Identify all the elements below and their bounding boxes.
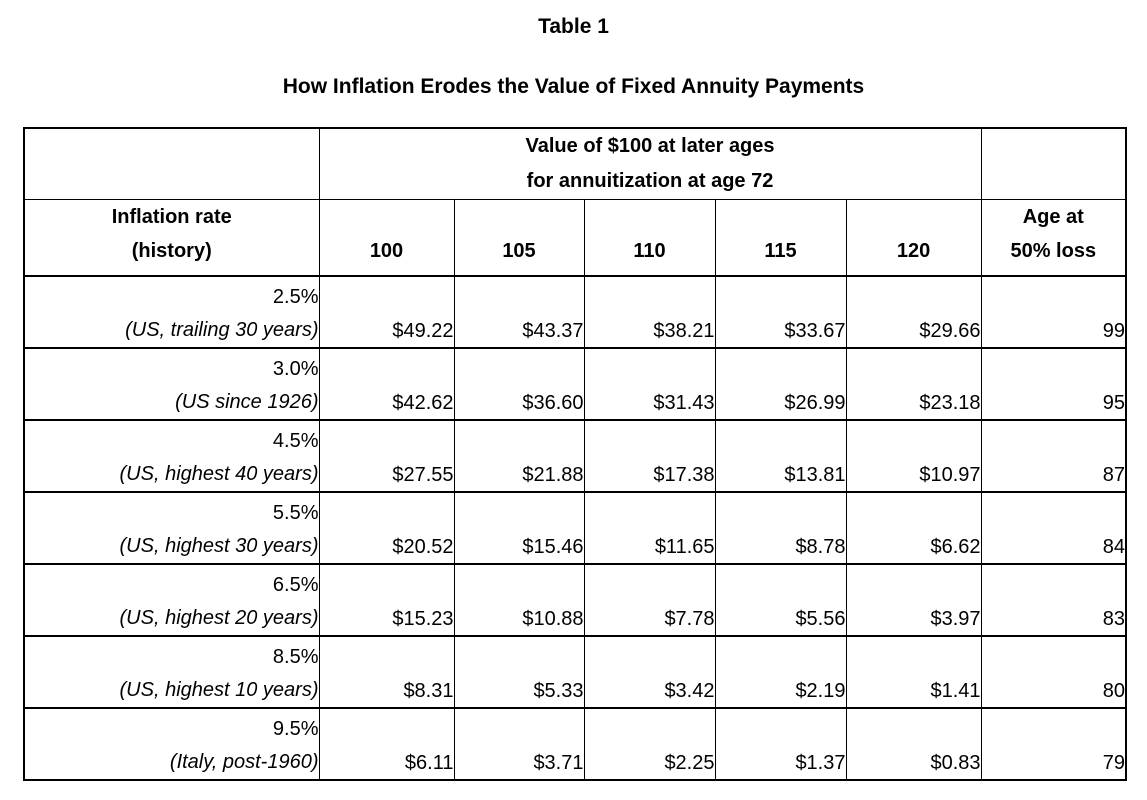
value-cell: $1.41 [845,636,982,708]
age-column-header-115: 115 [714,199,847,276]
age-at-50-loss-cell: 99 [980,276,1127,348]
value-cell: $15.23 [318,564,455,636]
inflation-rate: 9.5% [272,718,319,740]
value-cell: $26.99 [714,348,847,420]
value-cell: $2.19 [714,636,847,708]
inflation-rate: 3.0% [272,358,319,380]
row-label-cell: 9.5% (Italy, post-1960) [23,708,320,780]
value-cell: $29.66 [845,276,982,348]
inflation-rate: 8.5% [272,646,319,668]
value-cell: $15.46 [453,492,585,564]
value-cell: $3.97 [845,564,982,636]
table-row: 4.5% (US, highest 40 years) $27.55 $21.8… [23,420,1127,492]
inflation-rate: 5.5% [272,502,319,524]
inflation-history: (US, highest 40 years) [119,463,319,485]
inflation-rate-header-line2: (history) [131,240,212,262]
value-cell: $20.52 [318,492,455,564]
row-label-cell: 6.5% (US, highest 20 years) [23,564,320,636]
value-cell: $31.43 [583,348,716,420]
column-header-row: Inflation rate (history) 100 105 110 115… [23,199,1127,276]
table-row: 6.5% (US, highest 20 years) $15.23 $10.8… [23,564,1127,636]
age-at-50-loss-cell: 79 [980,708,1127,780]
value-cell: $13.81 [714,420,847,492]
value-cell: $1.37 [714,708,847,780]
table-number: Table 1 [538,15,609,38]
value-cell: $23.18 [845,348,982,420]
annuity-value-table: Value of $100 at later ages for annuitiz… [23,127,1128,781]
inflation-rate-header-line1: Inflation rate [111,206,232,228]
value-cell: $2.25 [583,708,716,780]
inflation-rate-header: Inflation rate (history) [23,199,320,276]
inflation-history: (US, highest 30 years) [119,535,319,557]
value-cell: $7.78 [583,564,716,636]
spanning-header-line2: for annuitization at age 72 [526,170,774,192]
inflation-history: (US, highest 20 years) [119,607,319,629]
value-cell: $3.42 [583,636,716,708]
age-at-50-loss-cell: 84 [980,492,1127,564]
age-at-50-loss-cell: 87 [980,420,1127,492]
age-column-header-110: 110 [583,199,716,276]
age-at-50-loss-cell: 95 [980,348,1127,420]
inflation-history: (Italy, post-1960) [169,751,319,773]
empty-corner-cell [980,128,1127,200]
value-cell: $0.83 [845,708,982,780]
row-label-cell: 4.5% (US, highest 40 years) [23,420,320,492]
row-label-cell: 8.5% (US, highest 10 years) [23,636,320,708]
age-column-header-100: 100 [318,199,455,276]
value-cell: $36.60 [453,348,585,420]
table-row: 5.5% (US, highest 30 years) $20.52 $15.4… [23,492,1127,564]
inflation-rate: 6.5% [272,574,319,596]
age-at-50-loss-cell: 80 [980,636,1127,708]
value-cell: $11.65 [583,492,716,564]
inflation-rate: 4.5% [272,430,319,452]
value-cell: $8.78 [714,492,847,564]
inflation-history: (US, trailing 30 years) [125,319,319,341]
inflation-history: (US, highest 10 years) [119,679,319,701]
age-at-50-loss-cell: 83 [980,564,1127,636]
table-row: 8.5% (US, highest 10 years) $8.31 $5.33 … [23,636,1127,708]
value-cell: $3.71 [453,708,585,780]
row-label-cell: 2.5% (US, trailing 30 years) [23,276,320,348]
loss-header-line2: 50% loss [1010,240,1097,262]
inflation-rate: 2.5% [272,286,319,308]
value-cell: $17.38 [583,420,716,492]
table-row: 2.5% (US, trailing 30 years) $49.22 $43.… [23,276,1127,348]
value-cell: $49.22 [318,276,455,348]
spanning-header-row: Value of $100 at later ages for annuitiz… [23,128,1127,200]
value-cell: $42.62 [318,348,455,420]
value-cell: $8.31 [318,636,455,708]
value-cell: $27.55 [318,420,455,492]
age-column-header-120: 120 [845,199,982,276]
row-label-cell: 5.5% (US, highest 30 years) [23,492,320,564]
age-at-50-loss-header: Age at 50% loss [980,199,1127,276]
inflation-history: (US since 1926) [175,391,319,413]
spanning-header: Value of $100 at later ages for annuitiz… [318,128,982,200]
value-cell: $21.88 [453,420,585,492]
spanning-header-line1: Value of $100 at later ages [525,135,775,157]
value-cell: $6.62 [845,492,982,564]
value-cell: $6.11 [318,708,455,780]
row-label-cell: 3.0% (US since 1926) [23,348,320,420]
loss-header-line1: Age at [1022,206,1084,228]
value-cell: $38.21 [583,276,716,348]
value-cell: $5.33 [453,636,585,708]
value-cell: $33.67 [714,276,847,348]
table-title: How Inflation Erodes the Value of Fixed … [282,75,865,98]
value-cell: $5.56 [714,564,847,636]
value-cell: $43.37 [453,276,585,348]
age-column-header-105: 105 [453,199,585,276]
table-row: 3.0% (US since 1926) $42.62 $36.60 $31.4… [23,348,1127,420]
value-cell: $10.88 [453,564,585,636]
empty-corner-cell [23,128,320,200]
value-cell: $10.97 [845,420,982,492]
table-row: 9.5% (Italy, post-1960) $6.11 $3.71 $2.2… [23,708,1127,780]
